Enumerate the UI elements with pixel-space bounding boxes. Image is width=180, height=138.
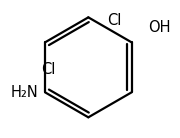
Text: H₂N: H₂N [11,85,38,100]
Text: OH: OH [148,20,171,35]
Text: Cl: Cl [41,62,56,77]
Text: Cl: Cl [107,13,121,28]
